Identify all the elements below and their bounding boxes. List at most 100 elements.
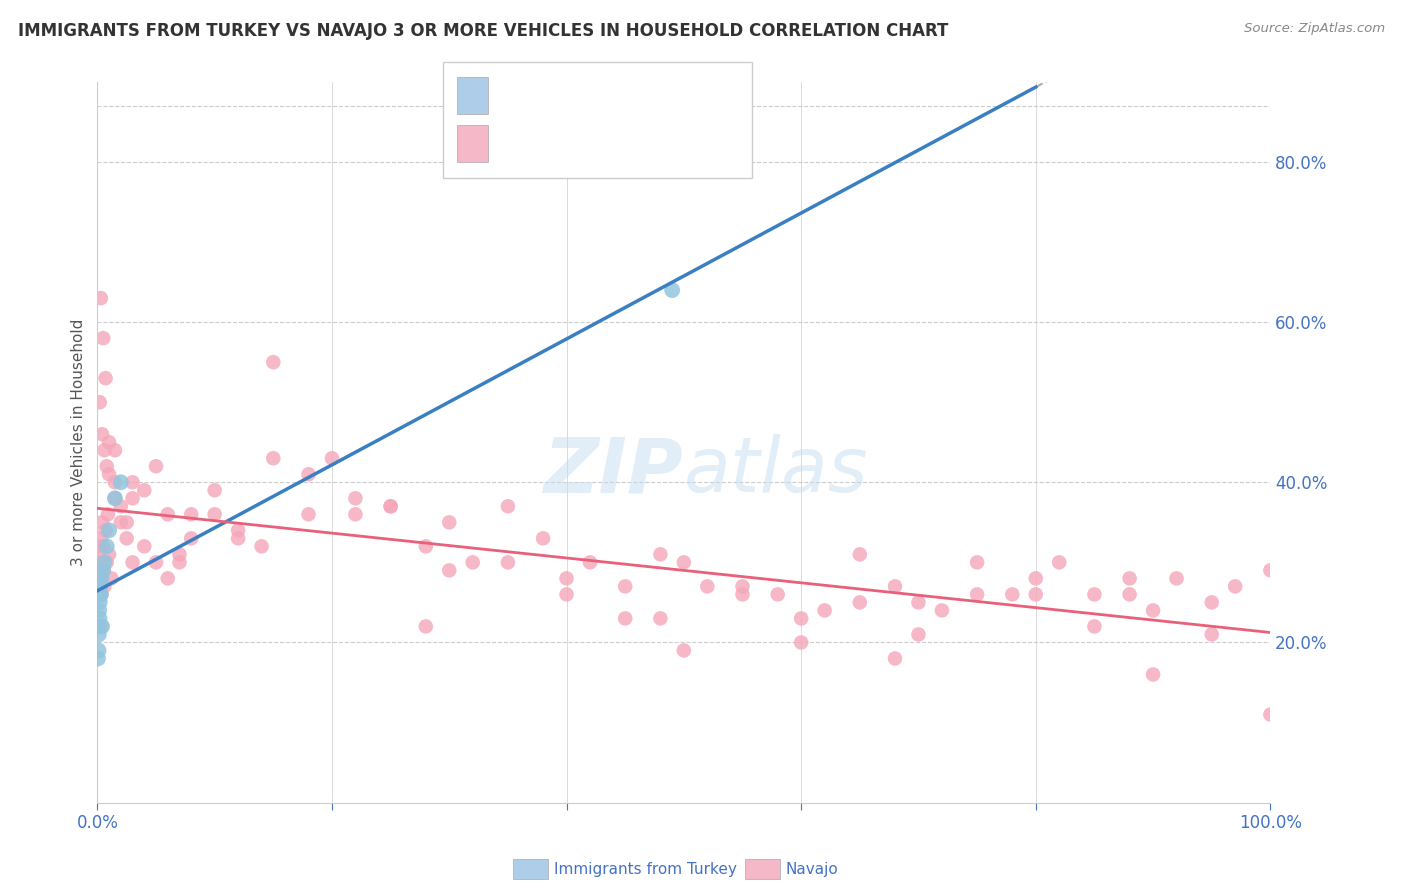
Point bbox=[94, 524, 117, 538]
Point bbox=[156, 571, 179, 585]
Point bbox=[1142, 603, 1164, 617]
Point bbox=[97, 508, 120, 522]
Point bbox=[907, 627, 929, 641]
Point bbox=[87, 539, 110, 553]
Point bbox=[104, 491, 127, 506]
Point bbox=[814, 603, 837, 617]
Point bbox=[110, 475, 132, 490]
Point bbox=[93, 555, 115, 569]
Point bbox=[579, 555, 602, 569]
Point bbox=[87, 603, 110, 617]
Text: IMMIGRANTS FROM TURKEY VS NAVAJO 3 OR MORE VEHICLES IN HOUSEHOLD CORRELATION CHA: IMMIGRANTS FROM TURKEY VS NAVAJO 3 OR MO… bbox=[18, 22, 949, 40]
Point bbox=[89, 595, 111, 609]
Point bbox=[90, 587, 112, 601]
Point bbox=[110, 500, 132, 514]
Point bbox=[87, 643, 110, 657]
Point bbox=[145, 555, 167, 569]
Point bbox=[93, 563, 115, 577]
Point bbox=[1166, 571, 1188, 585]
Text: R = -0.283   N = 110: R = -0.283 N = 110 bbox=[499, 135, 673, 153]
Point bbox=[226, 524, 249, 538]
Point bbox=[696, 579, 718, 593]
Point bbox=[180, 508, 202, 522]
Point bbox=[91, 516, 114, 530]
Point bbox=[121, 555, 143, 569]
Point bbox=[1225, 579, 1247, 593]
Point bbox=[180, 532, 202, 546]
Point bbox=[672, 643, 695, 657]
Point bbox=[496, 555, 519, 569]
Point bbox=[96, 555, 118, 569]
Point bbox=[204, 483, 226, 498]
Point bbox=[110, 516, 132, 530]
Point bbox=[96, 459, 118, 474]
Point bbox=[89, 395, 111, 409]
Point bbox=[1260, 707, 1282, 722]
Point bbox=[966, 587, 988, 601]
Point bbox=[91, 539, 114, 553]
Point bbox=[90, 291, 112, 305]
Point bbox=[91, 427, 114, 442]
Point bbox=[790, 635, 813, 649]
Point bbox=[555, 587, 578, 601]
Point bbox=[496, 500, 519, 514]
Point bbox=[1001, 587, 1024, 601]
Point bbox=[90, 587, 112, 601]
Point bbox=[98, 467, 121, 482]
Point bbox=[204, 508, 226, 522]
Point bbox=[104, 491, 127, 506]
Point bbox=[650, 611, 672, 625]
Point bbox=[672, 555, 695, 569]
Point bbox=[555, 571, 578, 585]
Point bbox=[1260, 563, 1282, 577]
Point bbox=[1047, 555, 1070, 569]
Point bbox=[115, 516, 138, 530]
Text: ZIP: ZIP bbox=[544, 434, 683, 508]
Point bbox=[1201, 627, 1223, 641]
Point bbox=[98, 524, 121, 538]
Point bbox=[931, 603, 953, 617]
Point bbox=[884, 579, 907, 593]
Point bbox=[1025, 587, 1047, 601]
Point bbox=[226, 532, 249, 546]
Point bbox=[766, 587, 789, 601]
Point bbox=[90, 619, 112, 633]
Point bbox=[89, 587, 111, 601]
Point bbox=[790, 611, 813, 625]
Point bbox=[104, 443, 127, 458]
Point bbox=[87, 619, 110, 633]
Text: Navajo: Navajo bbox=[786, 863, 839, 877]
Point bbox=[87, 579, 110, 593]
Point bbox=[1083, 587, 1105, 601]
Point bbox=[1025, 571, 1047, 585]
Point bbox=[134, 539, 156, 553]
Point bbox=[87, 555, 110, 569]
Point bbox=[91, 563, 114, 577]
Point bbox=[849, 595, 872, 609]
Point bbox=[661, 283, 683, 297]
Point bbox=[87, 651, 110, 665]
Text: Immigrants from Turkey: Immigrants from Turkey bbox=[554, 863, 737, 877]
Point bbox=[169, 547, 191, 561]
Point bbox=[531, 532, 554, 546]
Point bbox=[93, 443, 115, 458]
Point bbox=[121, 475, 143, 490]
Point bbox=[884, 651, 907, 665]
Point bbox=[90, 532, 112, 546]
Point bbox=[91, 563, 114, 577]
Point bbox=[250, 539, 273, 553]
Point bbox=[87, 627, 110, 641]
Point bbox=[89, 571, 111, 585]
Point bbox=[89, 547, 111, 561]
Point bbox=[1118, 571, 1140, 585]
Point bbox=[262, 355, 284, 369]
Point bbox=[321, 451, 343, 466]
Point bbox=[344, 508, 367, 522]
Point bbox=[461, 555, 484, 569]
Point bbox=[849, 547, 872, 561]
Point bbox=[1083, 619, 1105, 633]
Point bbox=[380, 500, 402, 514]
Point bbox=[1142, 667, 1164, 681]
Point bbox=[91, 331, 114, 345]
Y-axis label: 3 or more Vehicles in Household: 3 or more Vehicles in Household bbox=[72, 318, 86, 566]
